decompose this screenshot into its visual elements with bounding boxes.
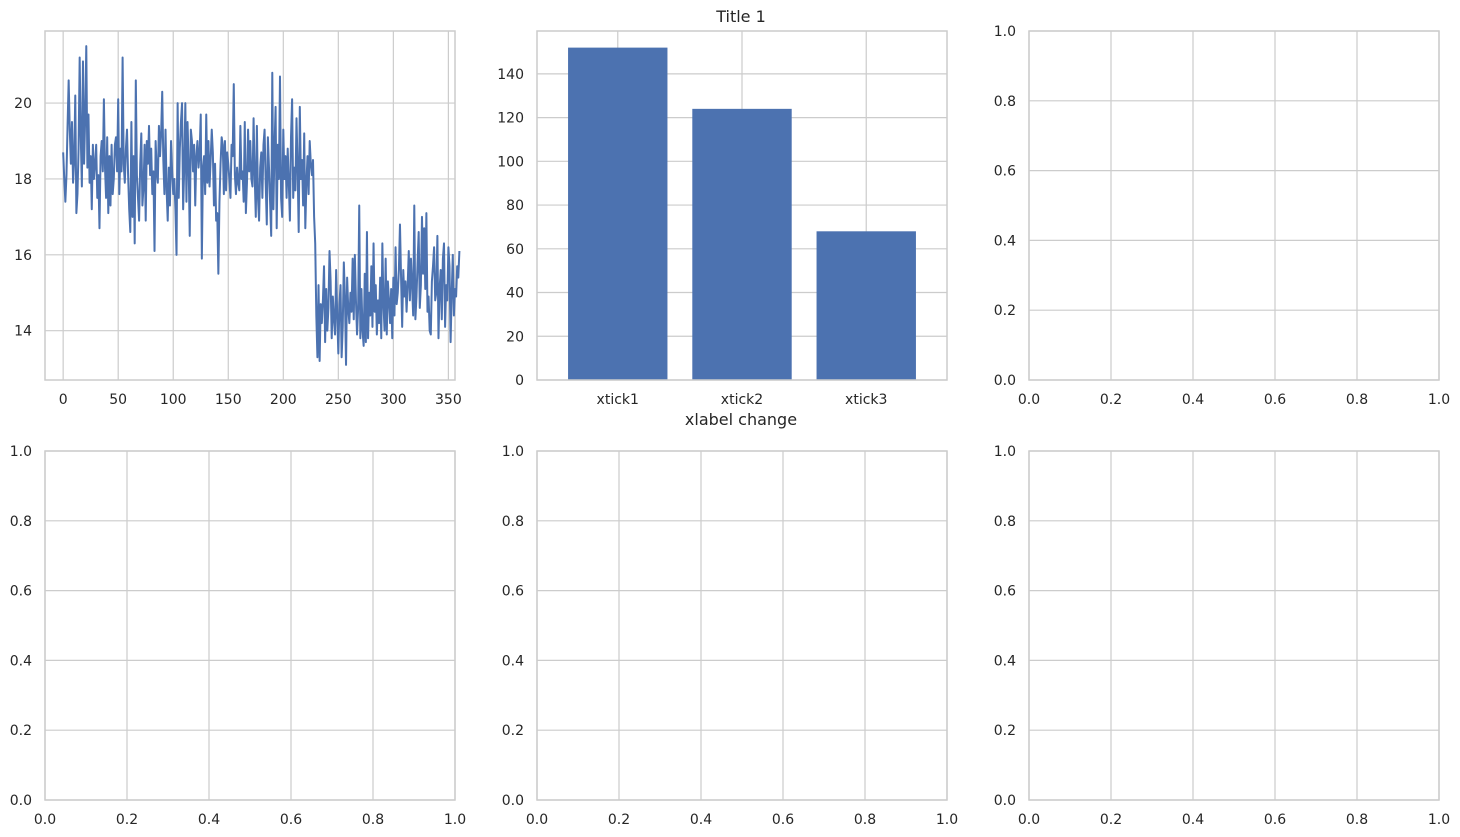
y-tick-label: 0.6 xyxy=(10,584,32,600)
y-tick-label: 0.2 xyxy=(502,723,524,739)
y-tick-label: 16 xyxy=(14,248,32,264)
x-tick-label: 0.0 xyxy=(1018,392,1040,408)
y-tick-label: 40 xyxy=(506,286,524,302)
x-tick-label: 150 xyxy=(215,392,242,408)
bar-xtick1 xyxy=(568,47,668,380)
y-tick-label: 18 xyxy=(14,172,32,188)
x-tick-label: 0.0 xyxy=(1018,812,1040,828)
chart-title: Title 1 xyxy=(715,7,766,26)
subplot-empty-bottom-middle: 0.00.0 0.2 0.2 0.4 0.4 0.6 0.6 0.8 0.8 1.0 1.0 xyxy=(502,444,958,828)
subplot-empty-bottom-left: 0.00.0 0.2 0.2 0.4 0.4 0.6 0.6 0.8 0.8 1.0 1.0 xyxy=(10,444,466,828)
y-tick-label: 0.6 xyxy=(502,584,524,600)
y-tick-label: 60 xyxy=(506,242,524,258)
y-tick-label: 1.0 xyxy=(502,444,524,460)
y-tick-label: 0.8 xyxy=(502,514,524,530)
y-tick-label: 0.4 xyxy=(994,653,1016,669)
x-tick-label: 0.0 xyxy=(526,812,548,828)
axes-frame xyxy=(44,30,456,381)
y-tick-label: 1.0 xyxy=(994,444,1016,460)
x-tick-label: xtick1 xyxy=(597,392,639,408)
x-tick-label: 0.2 xyxy=(608,812,630,828)
y-tick-label: 0 xyxy=(515,373,524,389)
x-tick-label: 300 xyxy=(380,392,407,408)
axes-frame xyxy=(44,450,456,801)
y-tick-label: 0.6 xyxy=(994,584,1016,600)
y-tick-label: 1.0 xyxy=(994,24,1016,40)
x-tick-label: 0.4 xyxy=(198,812,220,828)
x-tick-label: xtick3 xyxy=(845,392,887,408)
subplot-empty-top-right: 0.00.0 0.2 0.2 0.4 0.4 0.6 0.6 0.8 0.8 1.0 1.0 xyxy=(994,24,1450,408)
x-tick-label: 0.4 xyxy=(690,812,712,828)
y-tick-label: 0.2 xyxy=(10,723,32,739)
y-tick-label: 0.8 xyxy=(10,514,32,530)
y-tick-label: 20 xyxy=(14,96,32,112)
x-tick-label: 350 xyxy=(435,392,462,408)
x-tick-label: 100 xyxy=(160,392,187,408)
y-tick-label: 0.2 xyxy=(994,303,1016,319)
y-tick-label: 120 xyxy=(497,111,524,127)
axes-frame xyxy=(536,30,948,381)
x-tick-label: xtick2 xyxy=(721,392,763,408)
y-tick-label: 0.2 xyxy=(994,723,1016,739)
x-tick-label: 200 xyxy=(270,392,297,408)
x-tick-label: 1.0 xyxy=(1428,392,1450,408)
y-tick-label: 0.6 xyxy=(994,164,1016,180)
y-tick-label: 14 xyxy=(14,324,32,340)
x-tick-label: 0.8 xyxy=(1346,392,1368,408)
x-tick-label: 0.6 xyxy=(1264,392,1286,408)
x-tick-label: 1.0 xyxy=(1428,812,1450,828)
x-tick-label: 0.6 xyxy=(280,812,302,828)
y-tick-label: 20 xyxy=(506,329,524,345)
y-tick-label: 0.4 xyxy=(994,233,1016,249)
x-tick-label: 0.2 xyxy=(116,812,138,828)
x-tick-label: 0.0 xyxy=(34,812,56,828)
x-tick-label: 0.6 xyxy=(1264,812,1286,828)
x-tick-label: 50 xyxy=(109,392,127,408)
y-tick-label: 0.8 xyxy=(994,514,1016,530)
subplot-empty-bottom-right: 0.00.0 0.2 0.2 0.4 0.4 0.6 0.6 0.8 0.8 1.0 1.0 xyxy=(994,444,1450,828)
y-tick-label: 0.0 xyxy=(994,793,1016,809)
y-tick-label: 100 xyxy=(497,154,524,170)
axes-frame xyxy=(1028,450,1440,801)
y-tick-label: 0.4 xyxy=(502,653,524,669)
x-tick-label: 1.0 xyxy=(444,812,466,828)
y-tick-label: 0.0 xyxy=(10,793,32,809)
bar-xtick2 xyxy=(692,108,792,381)
x-tick-label: 0.6 xyxy=(772,812,794,828)
x-tick-label: 0.2 xyxy=(1100,392,1122,408)
series-line xyxy=(62,45,461,366)
y-tick-label: 80 xyxy=(506,198,524,214)
bar-xtick3 xyxy=(816,231,916,380)
x-tick-label: 0.8 xyxy=(1346,812,1368,828)
y-tick-label: 0.8 xyxy=(994,94,1016,110)
x-axis-label: xlabel change xyxy=(685,410,797,429)
y-tick-label: 0.0 xyxy=(502,793,524,809)
y-tick-label: 0.0 xyxy=(994,373,1016,389)
x-tick-label: 0.8 xyxy=(362,812,384,828)
y-tick-label: 140 xyxy=(497,67,524,83)
x-tick-label: 0.4 xyxy=(1182,392,1204,408)
axes-frame xyxy=(536,450,948,801)
subplot-line-timeseries: 0 50 100 150 200 250 300 350 14 16 18 20 xyxy=(14,30,462,408)
x-tick-label: 1.0 xyxy=(936,812,958,828)
y-tick-label: 0.4 xyxy=(10,653,32,669)
subplot-bar-chart: 0 20 40 60 80 100 120 140 xtick1 xtick2 xtick3 Titl… xyxy=(497,7,948,429)
axes-frame xyxy=(1028,30,1440,381)
x-tick-label: 0.4 xyxy=(1182,812,1204,828)
x-tick-label: 0 xyxy=(59,392,68,408)
x-tick-label: 0.8 xyxy=(854,812,876,828)
x-tick-label: 250 xyxy=(325,392,352,408)
x-tick-label: 0.2 xyxy=(1100,812,1122,828)
y-tick-label: 1.0 xyxy=(10,444,32,460)
